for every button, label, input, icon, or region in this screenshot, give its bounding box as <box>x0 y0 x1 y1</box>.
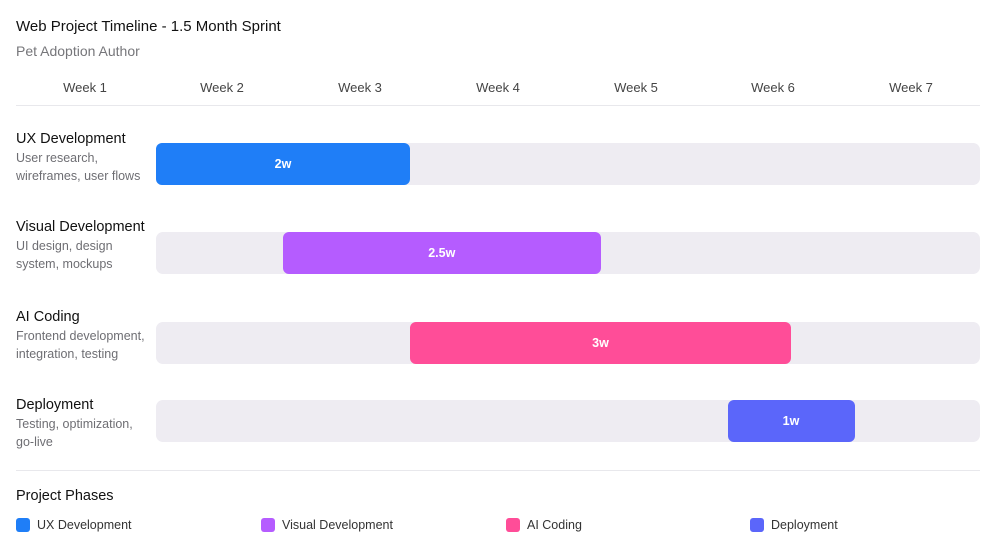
chart-subtitle: Pet Adoption Author <box>16 43 140 59</box>
phase-description: User research, wireframes, user flows <box>16 151 141 183</box>
week-label: Week 3 <box>338 80 382 95</box>
legend-item: Visual Development <box>261 518 393 532</box>
legend-label: UX Development <box>37 518 132 532</box>
phase-name: AI Coding <box>16 309 80 325</box>
phase-label: AI Coding Frontend development, integrati… <box>16 307 148 363</box>
week-label: Week 4 <box>476 80 520 95</box>
axis-divider <box>16 105 980 106</box>
legend-swatch <box>261 518 275 532</box>
legend-label: Deployment <box>771 518 838 532</box>
week-axis: Week 1 Week 2 Week 3 Week 4 Week 5 Week 6 Week… <box>16 80 980 98</box>
timeline-track: 3w <box>156 322 980 364</box>
legend-item: AI Coding <box>506 518 582 532</box>
legend-label: Visual Development <box>282 518 393 532</box>
gantt-bar[interactable]: 2.5w <box>283 232 601 274</box>
phase-label: UX Development User research, wireframes,… <box>16 129 148 185</box>
phase-name: UX Development <box>16 131 126 147</box>
legend-label: AI Coding <box>527 518 582 532</box>
timeline-track: 2w <box>156 143 980 185</box>
legend-item: UX Development <box>16 518 132 532</box>
phase-name: Visual Development <box>16 219 145 235</box>
week-label: Week 1 <box>63 80 107 95</box>
legend-divider <box>16 470 980 471</box>
legend-item: Deployment <box>750 518 838 532</box>
gantt-bar[interactable]: 3w <box>410 322 791 364</box>
chart-header: Web Project Timeline - 1.5 Month Sprint … <box>16 18 281 60</box>
phase-description: UI design, design system, mockups <box>16 239 113 271</box>
timeline-track: 1w <box>156 400 980 442</box>
legend-swatch <box>506 518 520 532</box>
week-label: Week 7 <box>889 80 933 95</box>
week-label: Week 5 <box>614 80 658 95</box>
phase-description: Frontend development, integration, testi… <box>16 329 145 361</box>
phase-name: Deployment <box>16 397 94 413</box>
week-label: Week 2 <box>200 80 244 95</box>
legend-swatch <box>750 518 764 532</box>
gantt-bar[interactable]: 1w <box>727 400 855 442</box>
gantt-bar[interactable]: 2w <box>156 143 410 185</box>
week-label: Week 6 <box>751 80 795 95</box>
legend: UX Development Visual Development AI Codin… <box>16 518 980 534</box>
phase-description: Testing, optimization, go-live <box>16 417 133 449</box>
timeline-track: 2.5w <box>156 232 980 274</box>
chart-title: Web Project Timeline - 1.5 Month Sprint <box>16 18 281 35</box>
legend-title: Project Phases <box>16 488 114 504</box>
phase-label: Visual Development UI design, design syst… <box>16 217 148 273</box>
legend-swatch <box>16 518 30 532</box>
phase-label: Deployment Testing, optimization, go-live <box>16 395 148 451</box>
